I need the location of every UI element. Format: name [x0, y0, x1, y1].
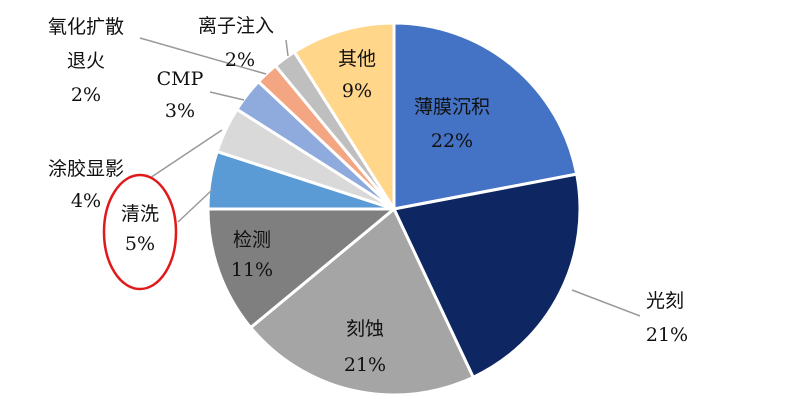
value-label: 22% [431, 130, 473, 152]
labels: 薄膜沉积 22% 光刻 21% 刻蚀 21% 检测 11% 清洗 5% 涂胶显影 4% CMP 3% 氧化扩… [48, 15, 688, 376]
leader-line [571, 289, 641, 317]
pie-slice [292, 21, 396, 215]
leader-line [209, 91, 245, 101]
category-label: 光刻 [646, 290, 684, 312]
pie-slice [392, 21, 579, 211]
leader-line [149, 129, 223, 179]
leader-line [285, 39, 289, 57]
value-label: 5% [125, 233, 155, 255]
pie-slice [391, 172, 582, 380]
value-label: 11% [231, 259, 273, 281]
pie-slice [206, 207, 399, 330]
category-label: 氧化扩散退火 [48, 16, 124, 72]
category-label: 薄膜沉积 [414, 96, 490, 118]
pie-slice [248, 206, 476, 397]
value-label: 21% [344, 354, 386, 376]
category-label: CMP [157, 68, 204, 90]
category-label: 检测 [233, 229, 271, 251]
value-label: 2% [225, 49, 255, 71]
category-label: 其他 [338, 48, 376, 70]
category-label: 刻蚀 [346, 318, 384, 340]
value-label: 9% [342, 80, 372, 102]
category-label: 离子注入 [198, 15, 274, 37]
leader-line [139, 37, 267, 75]
slices [206, 21, 582, 397]
leader-line [177, 189, 213, 223]
value-label: 3% [165, 100, 195, 122]
highlight-circle [102, 173, 178, 291]
value-label: 2% [71, 84, 101, 106]
value-label: 21% [646, 324, 688, 346]
category-label: 清洗 [121, 203, 159, 225]
category-label: 涂胶显影 [48, 158, 124, 180]
value-label: 4% [71, 190, 101, 212]
